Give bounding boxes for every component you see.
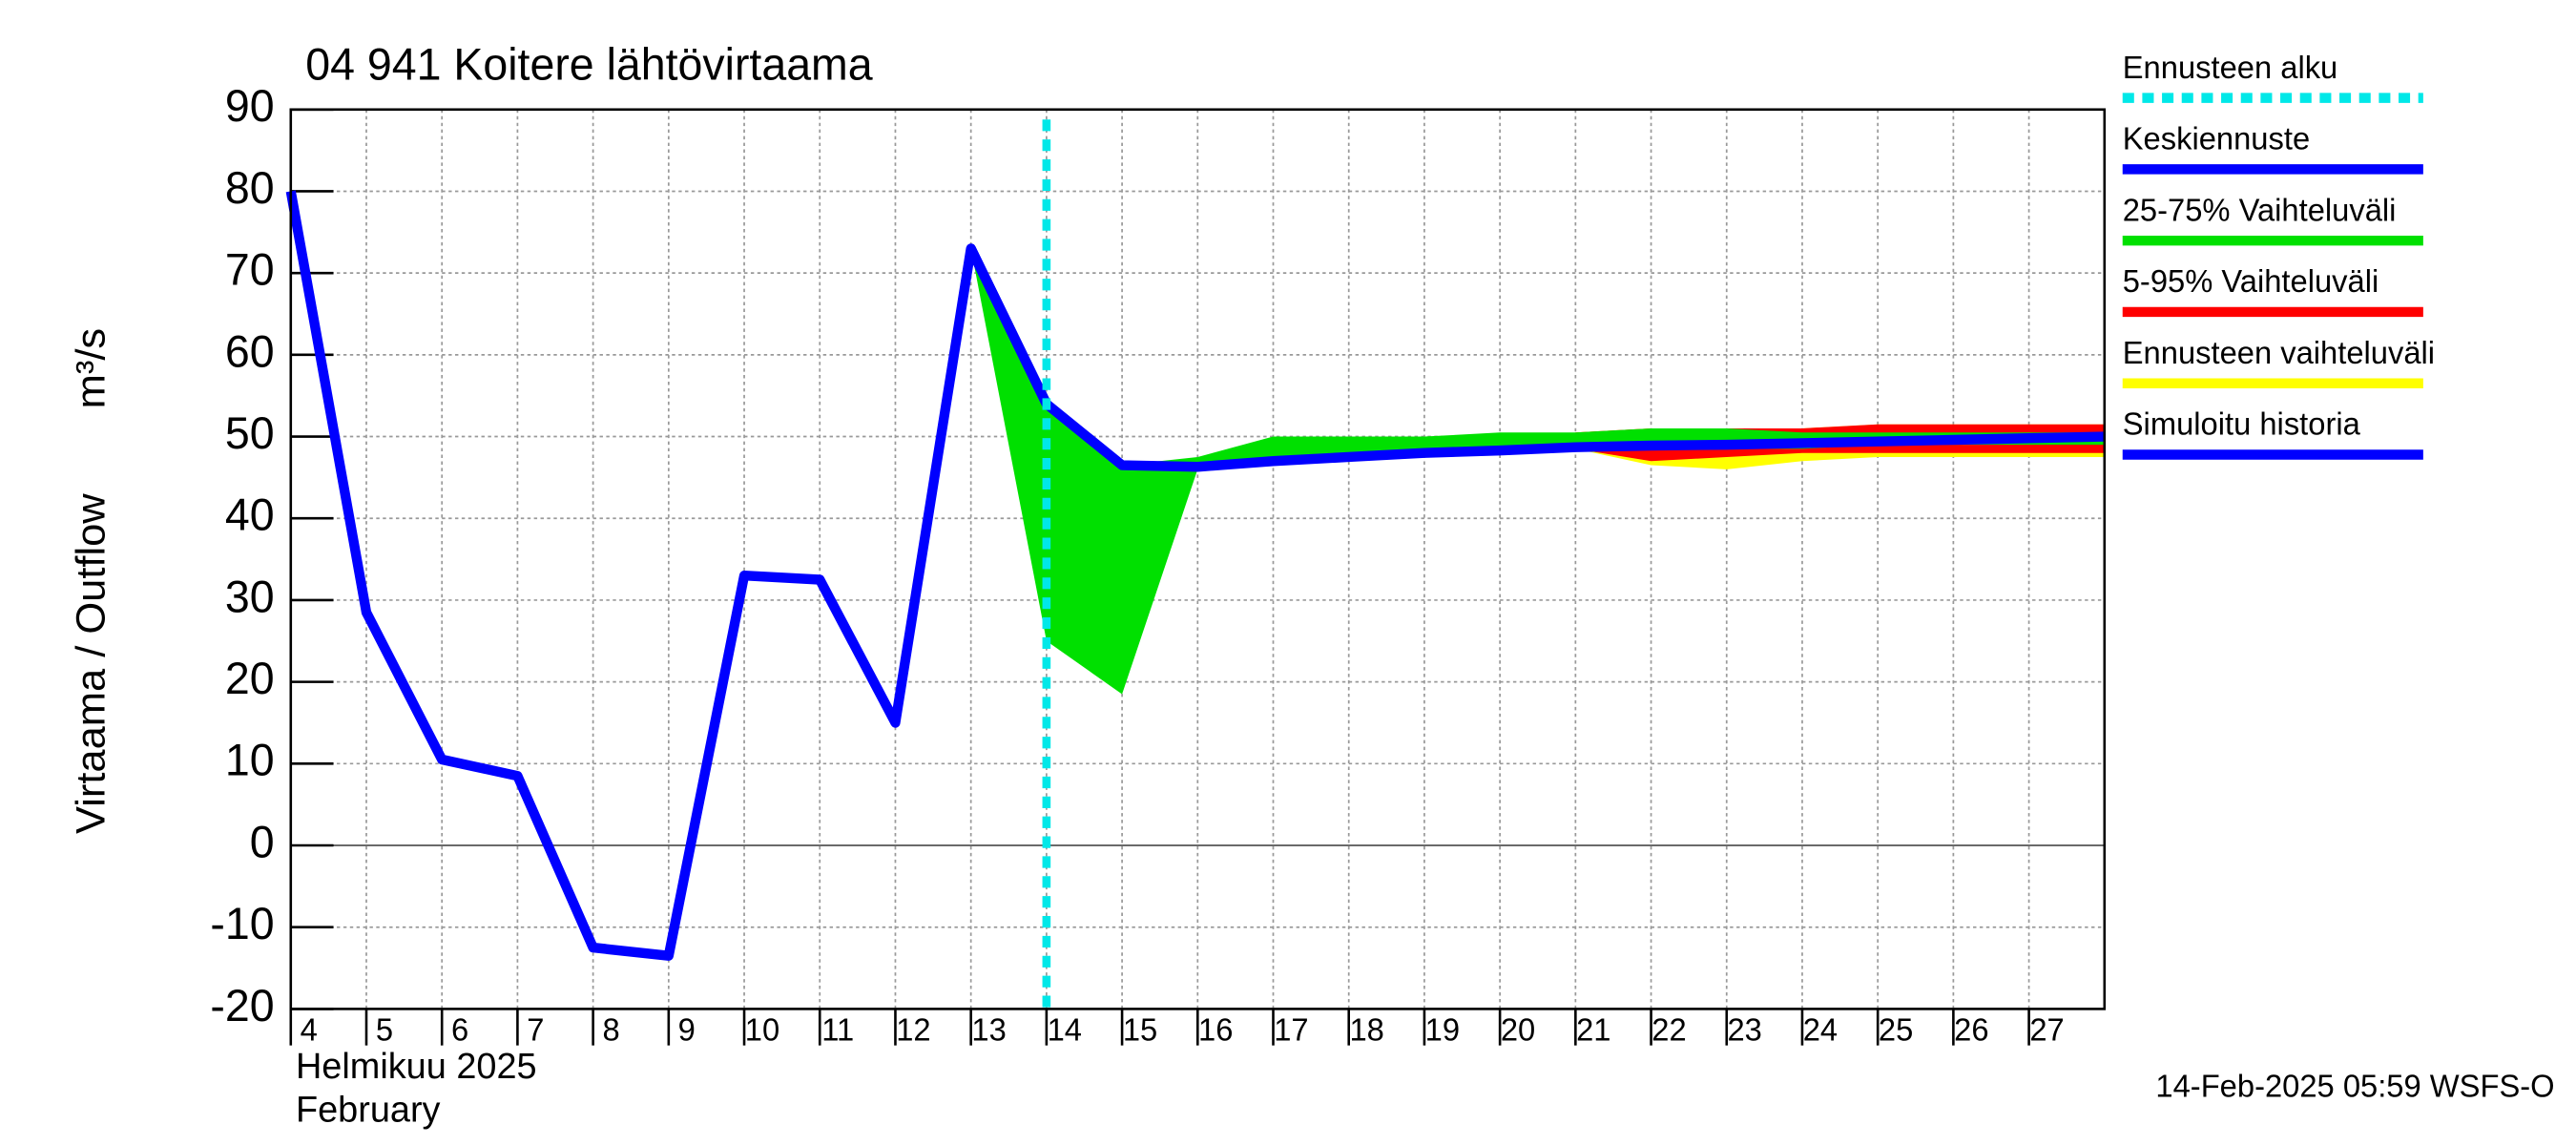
month-label-en: February <box>296 1090 441 1130</box>
y-tick-label: 40 <box>225 489 275 539</box>
y-tick-label: 30 <box>225 572 275 621</box>
y-tick-label: 80 <box>225 163 275 213</box>
x-tick-label: 6 <box>451 1011 468 1047</box>
y-axis-label: Virtaama / Outflow <box>69 493 114 834</box>
x-tick-label: 16 <box>1198 1011 1233 1047</box>
x-tick-label: 10 <box>745 1011 779 1047</box>
y-tick-label: 10 <box>225 736 275 785</box>
footer: 14-Feb-2025 05:59 WSFS-O <box>2155 1068 2554 1103</box>
x-tick-label: 24 <box>1803 1011 1838 1047</box>
chart-title: 04 941 Koitere lähtövirtaama <box>305 40 872 90</box>
y-tick-label: 60 <box>225 326 275 376</box>
legend-label: Ennusteen alku <box>2123 50 2338 85</box>
x-tick-label: 7 <box>527 1011 544 1047</box>
y-tick-label: -20 <box>210 981 274 1030</box>
x-tick-label: 18 <box>1349 1011 1383 1047</box>
x-tick-label: 14 <box>1048 1011 1082 1047</box>
y-tick-label: 20 <box>225 654 275 703</box>
x-tick-label: 12 <box>896 1011 930 1047</box>
band <box>970 248 2105 695</box>
plot-frame <box>289 108 2107 1010</box>
x-tick-label: 25 <box>1879 1011 1913 1047</box>
x-tick-label: 5 <box>376 1011 393 1047</box>
legend-label: Simuloitu historia <box>2123 406 2361 442</box>
legend-label: Keskiennuste <box>2123 120 2310 156</box>
line <box>966 246 2105 472</box>
x-tick-label: 19 <box>1425 1011 1460 1047</box>
legend-label: 25-75% Vaihteluväli <box>2123 192 2397 227</box>
month-label: Helmikuu 2025 <box>296 1047 537 1087</box>
y-tick-label: -10 <box>210 899 274 948</box>
x-tick-label: 8 <box>602 1011 619 1047</box>
x-tick-label: 21 <box>1576 1011 1610 1047</box>
x-tick-label: 15 <box>1123 1011 1157 1047</box>
y-tick-label: 50 <box>225 408 275 458</box>
x-tick-label: 22 <box>1652 1011 1686 1047</box>
x-tick-label: 23 <box>1728 1011 1762 1047</box>
y-tick-label: 70 <box>225 244 275 294</box>
x-tick-label: 27 <box>2029 1011 2064 1047</box>
x-tick-label: 17 <box>1274 1011 1308 1047</box>
x-tick-label: 4 <box>301 1011 318 1047</box>
y-axis-unit: m³/s <box>69 328 114 408</box>
legend-label: Ennusteen vaihteluväli <box>2123 335 2435 370</box>
x-tick-label: 20 <box>1501 1011 1535 1047</box>
x-tick-label: 9 <box>678 1011 696 1047</box>
y-tick-label: 0 <box>250 817 275 866</box>
line <box>285 190 1051 961</box>
x-tick-label: 26 <box>1954 1011 1988 1047</box>
x-tick-label: 13 <box>971 1011 1006 1047</box>
x-tick-label: 11 <box>821 1011 854 1047</box>
y-tick-label: 90 <box>225 81 275 131</box>
legend-label: 5-95% Vaihteluväli <box>2123 263 2379 299</box>
